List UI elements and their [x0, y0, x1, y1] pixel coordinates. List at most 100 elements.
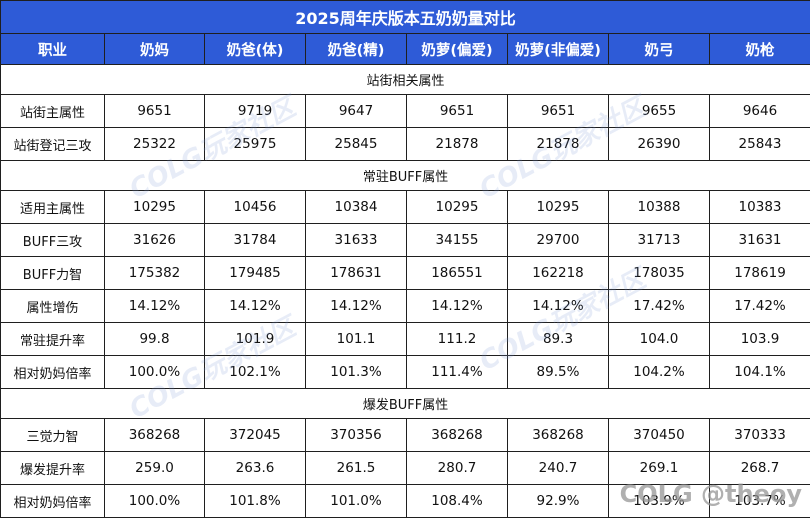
table-cell: 31626	[105, 224, 205, 257]
table-cell: 10456	[205, 191, 306, 224]
row-label: 属性增伤	[1, 290, 105, 323]
row-label: 站街登记三攻	[1, 128, 105, 161]
table-cell: 280.7	[407, 452, 508, 485]
section-title: 爆发BUFF属性	[1, 389, 810, 419]
row-label: 站街主属性	[1, 95, 105, 128]
row-label: 相对奶妈倍率	[1, 485, 105, 518]
table-cell: 100.0%	[105, 485, 205, 518]
table-cell: 111.2	[407, 323, 508, 356]
table-cell: 9651	[508, 95, 609, 128]
table-cell: 186551	[407, 257, 508, 290]
header-col-4: 奶萝(偏爱)	[407, 34, 508, 65]
table-cell: 259.0	[105, 452, 205, 485]
row-label: 爆发提升率	[1, 452, 105, 485]
table-cell: 14.12%	[508, 290, 609, 323]
table-cell: 17.42%	[609, 290, 710, 323]
section-row: 爆发BUFF属性	[1, 389, 810, 419]
table-cell: 101.9	[205, 323, 306, 356]
table-cell: 370356	[306, 419, 407, 452]
table-cell: 102.1%	[205, 356, 306, 389]
row-label: 适用主属性	[1, 191, 105, 224]
row-label: 相对奶妈倍率	[1, 356, 105, 389]
table-cell: 9646	[710, 95, 810, 128]
table-cell: 14.12%	[205, 290, 306, 323]
table-cell: 178619	[710, 257, 810, 290]
table-cell: 368268	[508, 419, 609, 452]
table-cell: 9655	[609, 95, 710, 128]
table-cell: 372045	[205, 419, 306, 452]
table-cell: 21878	[407, 128, 508, 161]
table-cell: 25845	[306, 128, 407, 161]
table-cell: 178631	[306, 257, 407, 290]
table-cell: 175382	[105, 257, 205, 290]
table-cell: 9651	[407, 95, 508, 128]
table-cell: 25322	[105, 128, 205, 161]
row-label: 常驻提升率	[1, 323, 105, 356]
header-col-6: 奶弓	[609, 34, 710, 65]
table-cell: 101.1	[306, 323, 407, 356]
header-row: 职业 奶妈 奶爸(体) 奶爸(精) 奶萝(偏爱) 奶萝(非偏爱) 奶弓 奶枪	[1, 34, 810, 65]
table-cell: 103.7%	[710, 485, 810, 518]
header-col-1: 奶妈	[105, 34, 205, 65]
table-cell: 268.7	[710, 452, 810, 485]
row-label: 三觉力智	[1, 419, 105, 452]
table-cell: 14.12%	[306, 290, 407, 323]
row-label: BUFF三攻	[1, 224, 105, 257]
header-col-3: 奶爸(精)	[306, 34, 407, 65]
table-cell: 92.9%	[508, 485, 609, 518]
table-cell: 101.8%	[205, 485, 306, 518]
table-cell: 9651	[105, 95, 205, 128]
table-cell: 10384	[306, 191, 407, 224]
table-cell: 89.3	[508, 323, 609, 356]
table-cell: 370450	[609, 419, 710, 452]
table-cell: 101.3%	[306, 356, 407, 389]
table-cell: 368268	[105, 419, 205, 452]
header-col-7: 奶枪	[710, 34, 810, 65]
section-title: 站街相关属性	[1, 65, 810, 95]
table-cell: 14.12%	[407, 290, 508, 323]
row-label: BUFF力智	[1, 257, 105, 290]
table-cell: 370333	[710, 419, 810, 452]
table-cell: 108.4%	[407, 485, 508, 518]
table-cell: 111.4%	[407, 356, 508, 389]
table-cell: 17.42%	[710, 290, 810, 323]
table-cell: 104.1%	[710, 356, 810, 389]
table-cell: 269.1	[609, 452, 710, 485]
header-col-2: 奶爸(体)	[205, 34, 306, 65]
table-cell: 10295	[105, 191, 205, 224]
table-cell: 10295	[407, 191, 508, 224]
table-cell: 368268	[407, 419, 508, 452]
table-cell: 10295	[508, 191, 609, 224]
table-cell: 31713	[609, 224, 710, 257]
table-cell: 29700	[508, 224, 609, 257]
header-col-5: 奶萝(非偏爱)	[508, 34, 609, 65]
table-title: 2025周年庆版本五奶奶量对比	[1, 1, 810, 34]
table-cell: 34155	[407, 224, 508, 257]
table-cell: 179485	[205, 257, 306, 290]
table-cell: 31631	[710, 224, 810, 257]
table-cell: 25843	[710, 128, 810, 161]
section-row: 常驻BUFF属性	[1, 161, 810, 191]
table-cell: 21878	[508, 128, 609, 161]
section-title: 常驻BUFF属性	[1, 161, 810, 191]
table-cell: 31633	[306, 224, 407, 257]
table-cell: 101.0%	[306, 485, 407, 518]
header-job: 职业	[1, 34, 105, 65]
table-cell: 10388	[609, 191, 710, 224]
table-cell: 104.2%	[609, 356, 710, 389]
table-cell: 103.9%	[609, 485, 710, 518]
table-cell: 100.0%	[105, 356, 205, 389]
title-row: 2025周年庆版本五奶奶量对比	[1, 1, 810, 34]
table-cell: 104.0	[609, 323, 710, 356]
